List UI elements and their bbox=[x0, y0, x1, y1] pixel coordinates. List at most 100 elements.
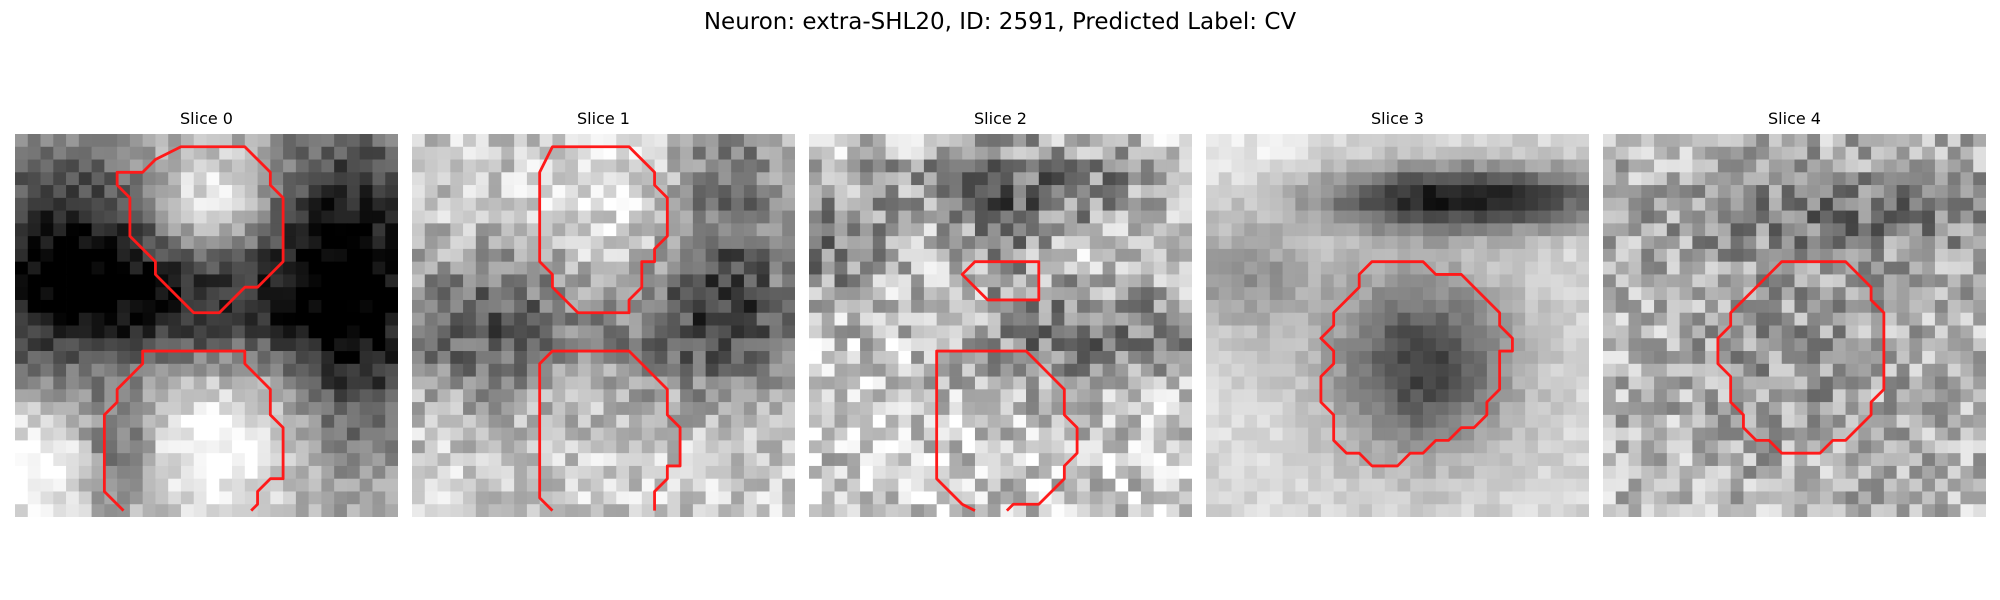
contour-lower bbox=[102, 349, 285, 512]
image-pixel bbox=[1512, 389, 1526, 403]
image-pixel bbox=[987, 159, 1001, 173]
image-pixel bbox=[911, 248, 925, 263]
image-pixel bbox=[1231, 491, 1245, 505]
image-pixel bbox=[1218, 338, 1232, 352]
image-pixel bbox=[1871, 351, 1885, 365]
image-pixel bbox=[117, 402, 131, 416]
image-pixel bbox=[1257, 274, 1271, 288]
image-pixel bbox=[1166, 197, 1180, 211]
image-pixel bbox=[718, 185, 732, 199]
image-pixel bbox=[1883, 248, 1898, 263]
image-pixel bbox=[1794, 287, 1808, 301]
image-pixel bbox=[1654, 299, 1668, 314]
image-pixel bbox=[1960, 414, 1974, 429]
image-pixel bbox=[372, 465, 386, 480]
image-pixel bbox=[232, 351, 246, 365]
image-pixel bbox=[412, 325, 426, 339]
image-pixel bbox=[1064, 223, 1078, 237]
image-pixel bbox=[1077, 351, 1091, 365]
image-pixel bbox=[142, 389, 156, 403]
image-pixel bbox=[987, 134, 1001, 148]
image-pixel bbox=[949, 172, 963, 186]
image-pixel bbox=[450, 491, 464, 505]
image-pixel bbox=[1768, 146, 1783, 160]
image-pixel bbox=[1858, 389, 1872, 403]
image-pixel bbox=[78, 465, 92, 480]
image-pixel bbox=[616, 465, 630, 480]
image-pixel bbox=[1244, 389, 1258, 403]
image-pixel bbox=[412, 274, 426, 288]
image-pixel bbox=[885, 427, 899, 441]
image-pixel bbox=[860, 376, 874, 390]
image-pixel bbox=[1244, 325, 1258, 339]
image-pixel bbox=[1333, 236, 1347, 250]
image-pixel bbox=[769, 338, 783, 352]
image-pixel bbox=[923, 363, 938, 377]
image-pixel bbox=[359, 363, 373, 377]
image-pixel bbox=[936, 261, 950, 275]
image-pixel bbox=[756, 299, 770, 314]
image-pixel bbox=[372, 312, 386, 326]
image-pixel bbox=[1781, 325, 1795, 339]
image-pixel bbox=[923, 261, 938, 275]
image-pixel bbox=[1089, 465, 1104, 480]
image-pixel bbox=[731, 453, 745, 467]
image-pixel bbox=[1000, 491, 1014, 505]
image-pixel bbox=[1410, 504, 1424, 517]
image-pixel bbox=[53, 363, 67, 377]
image-pixel bbox=[1576, 389, 1589, 403]
image-pixel bbox=[450, 248, 464, 263]
image-pixel bbox=[1705, 376, 1719, 390]
image-pixel bbox=[1077, 236, 1091, 250]
image-pixel bbox=[334, 351, 348, 365]
image-pixel bbox=[1206, 478, 1220, 492]
image-pixel bbox=[1384, 248, 1398, 263]
image-pixel bbox=[641, 248, 655, 263]
image-pixel bbox=[1128, 287, 1142, 301]
image-pixel bbox=[1308, 146, 1322, 160]
image-pixel bbox=[155, 236, 169, 250]
image-pixel bbox=[104, 363, 118, 377]
image-pixel bbox=[1269, 363, 1283, 377]
image-pixel bbox=[1743, 376, 1757, 390]
image-pixel bbox=[1038, 185, 1052, 199]
image-pixel bbox=[565, 248, 579, 263]
image-pixel bbox=[15, 465, 29, 480]
image-pixel bbox=[1666, 287, 1680, 301]
image-pixel bbox=[860, 351, 874, 365]
image-pixel bbox=[1077, 287, 1091, 301]
image-pixel bbox=[769, 274, 783, 288]
image-pixel bbox=[27, 312, 41, 326]
image-pixel bbox=[1102, 478, 1116, 492]
image-pixel bbox=[565, 376, 579, 390]
image-pixel bbox=[117, 134, 131, 148]
image-pixel bbox=[40, 146, 54, 160]
image-pixel bbox=[53, 402, 67, 416]
image-pixel bbox=[539, 440, 553, 454]
image-pixel bbox=[1576, 172, 1589, 186]
image-pixel bbox=[577, 312, 592, 326]
image-pixel bbox=[27, 248, 41, 263]
image-pixel bbox=[974, 261, 989, 275]
image-pixel bbox=[104, 159, 118, 173]
image-pixel bbox=[743, 453, 758, 467]
image-pixel bbox=[949, 363, 963, 377]
image-pixel bbox=[346, 248, 361, 263]
image-pixel bbox=[1845, 351, 1859, 365]
image-pixel bbox=[552, 223, 566, 237]
image-pixel bbox=[1576, 312, 1589, 326]
image-pixel bbox=[680, 414, 694, 429]
image-pixel bbox=[437, 210, 451, 224]
image-pixel bbox=[1730, 491, 1744, 505]
image-pixel bbox=[1883, 402, 1898, 416]
image-pixel bbox=[1051, 402, 1065, 416]
image-pixel bbox=[603, 351, 617, 365]
image-pixel bbox=[142, 363, 156, 377]
image-pixel bbox=[142, 134, 156, 148]
image-pixel bbox=[974, 414, 989, 429]
image-pixel bbox=[117, 363, 131, 377]
image-pixel bbox=[1628, 159, 1642, 173]
image-pixel bbox=[1000, 197, 1014, 211]
image-pixel bbox=[53, 504, 67, 517]
image-pixel bbox=[1423, 223, 1437, 237]
